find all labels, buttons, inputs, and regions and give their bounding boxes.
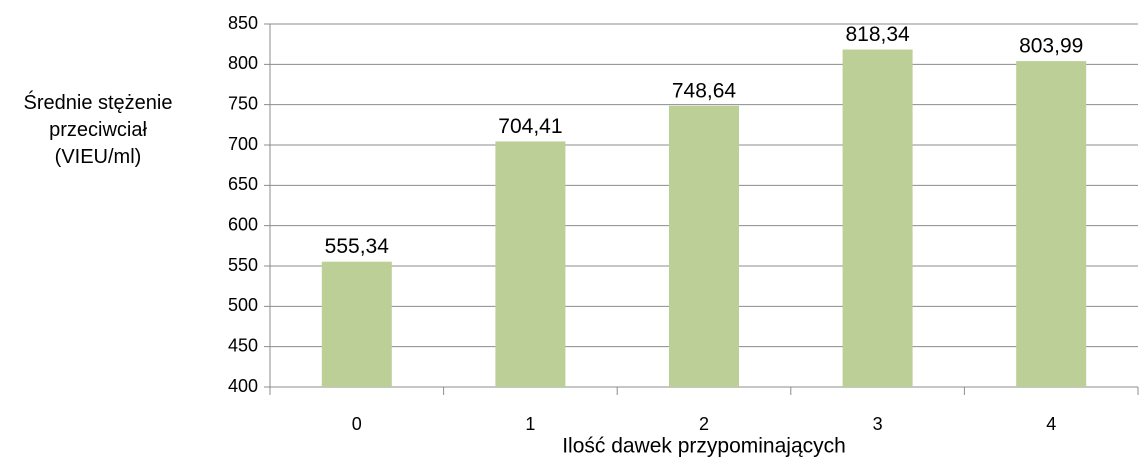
value-label: 704,41 — [498, 115, 562, 138]
value-label: 555,34 — [325, 235, 390, 258]
bar — [495, 141, 566, 387]
value-label: 748,64 — [672, 79, 737, 102]
value-label: 818,34 — [845, 23, 910, 46]
x-axis-label: Ilość dawek przypominających — [562, 435, 846, 458]
y-tick-label: 850 — [228, 13, 258, 33]
bar — [669, 105, 739, 387]
y-tick-label: 450 — [228, 335, 258, 355]
bar — [842, 49, 913, 388]
y-axis-label: Średnie stężenie przeciwciał (VIEU/ml) — [23, 92, 173, 168]
x-tick-label: 4 — [1046, 414, 1056, 434]
y-tick-label: 800 — [228, 53, 258, 73]
y-tick-label: 550 — [228, 255, 258, 275]
x-tick-label: 3 — [873, 414, 883, 434]
y-tick-label: 600 — [228, 214, 258, 234]
y-tick-label: 700 — [228, 134, 258, 154]
value-label: 803,99 — [1019, 35, 1083, 58]
x-tick-label: 2 — [699, 414, 709, 434]
y-tick-label: 500 — [228, 295, 258, 315]
y-tick-label: 650 — [228, 174, 258, 194]
y-tick-label: 400 — [228, 376, 258, 396]
y-tick-label: 750 — [228, 93, 258, 113]
bar — [321, 261, 392, 387]
bar — [1016, 61, 1087, 387]
x-tick-label: 0 — [352, 414, 362, 434]
x-tick-label: 1 — [525, 414, 535, 434]
